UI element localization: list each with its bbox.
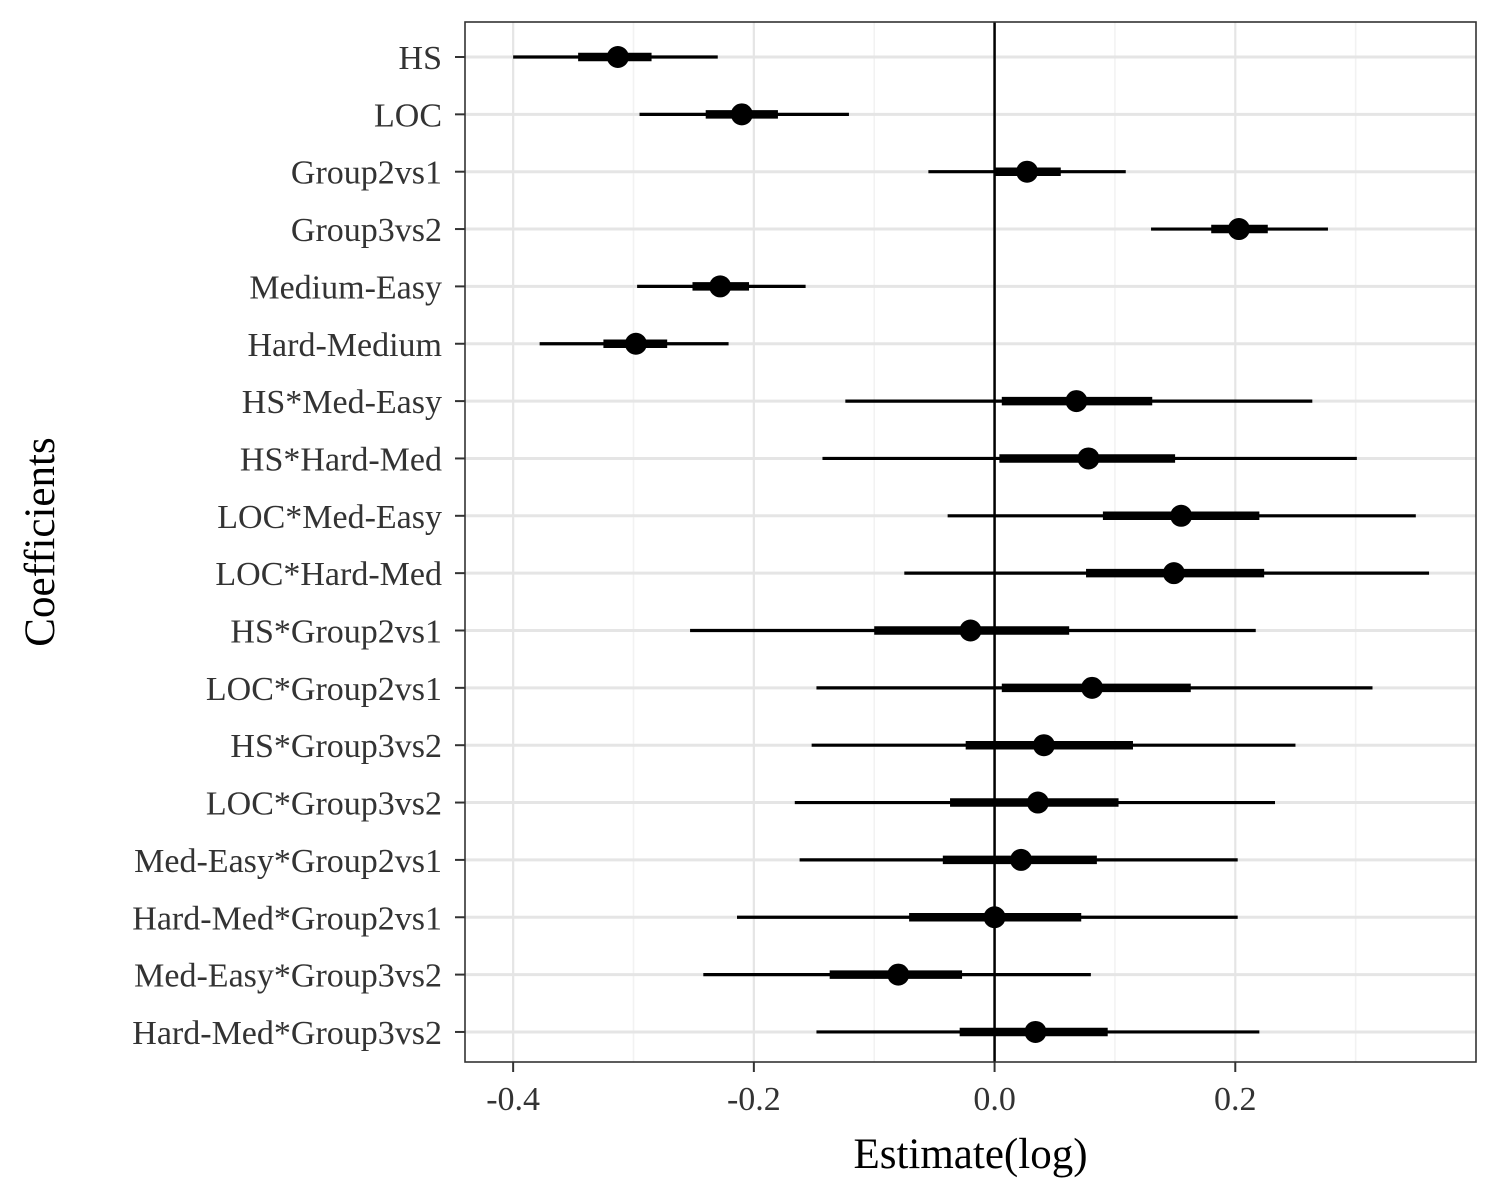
y-tick-label: LOC*Med-Easy [217,499,442,536]
estimate-point [1162,562,1185,585]
y-tick-label: HS*Group2vs1 [230,614,442,651]
marks-layer [513,46,1430,1043]
y-tick-label: HS*Med-Easy [242,384,442,421]
grid-layer [465,22,1476,1062]
panel-border [464,21,1477,1063]
y-tick-label: LOC*Group2vs1 [206,671,442,708]
y-tick-label: LOC [374,97,442,134]
y-tick-label: Hard-Med*Group2vs1 [132,900,442,937]
y-tick-label: LOC*Group3vs2 [206,786,442,823]
y-tick-label: Hard-Medium [247,327,442,364]
estimate-point [1077,447,1100,470]
y-tick-label: HS*Group3vs2 [230,728,442,765]
y-tick-label: HS [399,40,442,77]
y-tick-label: Medium-Easy [249,269,442,306]
estimate-point [1081,676,1104,699]
estimate-point [1016,160,1039,183]
estimate-point [983,906,1006,929]
estimate-point [1227,218,1250,241]
y-tick-label: Group3vs2 [291,212,442,249]
estimate-point [624,332,647,355]
estimate-point [709,275,732,298]
x-tick-label: 0.2 [1214,1081,1257,1118]
y-tick-label: HS*Hard-Med [240,441,442,478]
y-tick-label: Group2vs1 [291,155,442,192]
x-axis-title: Estimate(log) [853,1131,1087,1178]
x-tick-label: 0.0 [973,1081,1016,1118]
panel-background [465,22,1476,1062]
estimate-point [1010,848,1033,871]
estimate-point [1065,390,1088,413]
estimate-point [887,963,910,986]
y-tick-label: Med-Easy*Group2vs1 [134,843,442,880]
estimate-point [1026,791,1049,814]
x-tick-label: -0.2 [727,1081,781,1118]
estimate-point [1024,1020,1047,1043]
y-axis-title: Coefficients [17,437,64,646]
estimate-point [1170,504,1193,527]
axis-layer: HS LOC Group2vs1 Group3vs2 Medium-Easy Hard-M… [132,40,1256,1118]
estimate-point [606,46,629,68]
y-tick-label: Hard-Med*Group3vs2 [132,1015,442,1052]
y-tick-label: Med-Easy*Group3vs2 [134,958,442,995]
estimate-point [959,619,982,642]
estimate-point [1032,734,1055,757]
y-tick-label: LOC*Hard-Med [215,556,442,593]
estimate-point [730,103,753,126]
x-tick-label: -0.4 [486,1081,540,1118]
